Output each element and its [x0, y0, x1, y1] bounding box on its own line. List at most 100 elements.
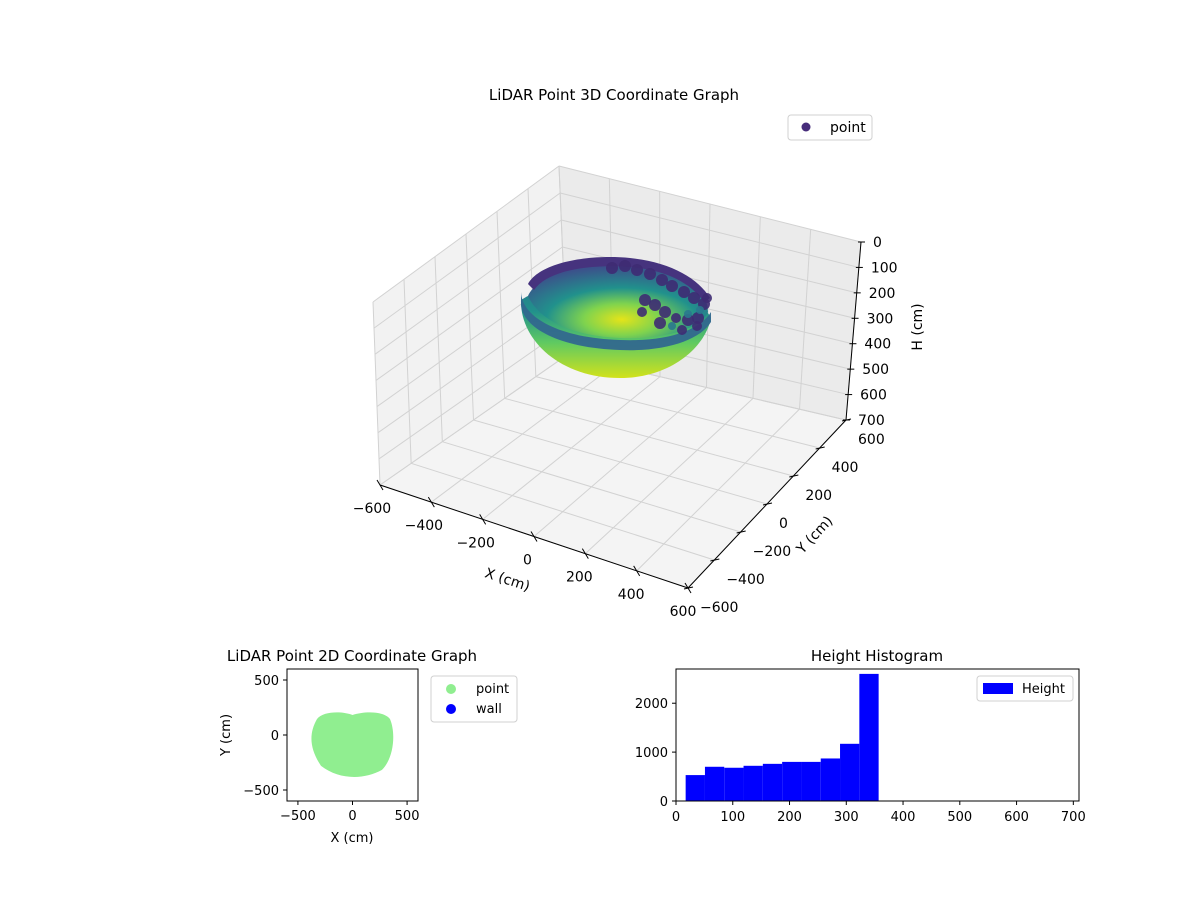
y-tick-label: −600	[700, 600, 738, 616]
z-axis-line	[845, 241, 862, 421]
grid-line	[403, 279, 412, 464]
x-tick	[530, 531, 538, 542]
y-tick	[762, 502, 773, 506]
histogram-bar	[724, 767, 744, 801]
point-marker	[619, 260, 631, 272]
z-tick-label: 200	[869, 286, 896, 302]
x-tick-label-histogram: 200	[777, 810, 802, 825]
grid-line	[535, 376, 820, 449]
histogram-bar	[762, 763, 783, 801]
z-tick-label: 600	[860, 388, 887, 404]
point-marker	[696, 306, 704, 314]
x-tick-label: −400	[405, 518, 443, 534]
y-tick	[815, 446, 825, 450]
x-tick-label-histogram: 600	[1004, 810, 1029, 825]
y-tick-label: −200	[753, 544, 791, 560]
y-tick-label-histogram: 0	[660, 795, 668, 810]
legend-3d-label: point	[830, 120, 866, 136]
legend-3d-marker	[801, 122, 811, 132]
x-tick	[581, 548, 589, 559]
x-axis-label: X (cm)	[483, 565, 532, 595]
y-tick	[736, 530, 746, 534]
z-axis-label: H (cm)	[910, 303, 926, 350]
point-marker	[684, 310, 692, 318]
histogram-bar	[820, 758, 841, 801]
point-marker	[682, 314, 694, 326]
x-tick-label-2d: 0	[348, 809, 356, 824]
point-marker	[639, 294, 651, 306]
point-marker	[671, 313, 681, 323]
x-tick-label: −200	[456, 535, 494, 551]
x-axis-label-2d: X (cm)	[331, 831, 374, 846]
point-marker	[654, 317, 666, 329]
histogram-bar	[840, 743, 860, 801]
y-tick-label: 400	[832, 460, 859, 476]
x-tick-label-histogram: 400	[891, 810, 916, 825]
point-marker	[702, 293, 712, 303]
x-tick-label: 600	[670, 604, 697, 620]
legend-3d: point	[787, 114, 873, 141]
y-axis-label: Y (cm)	[793, 513, 836, 558]
grid-line	[558, 165, 862, 243]
x-tick	[633, 565, 641, 577]
grid-line	[561, 219, 857, 294]
ticks-histogram: 0 100 200 300 400 500 600 700 0 1000 2000	[635, 697, 1086, 825]
x-ticks: −600 −400 −200 0 200 400 600	[353, 479, 697, 620]
x-tick-label: 400	[618, 587, 645, 603]
legend-2d-marker-point	[446, 684, 456, 694]
grid-line	[372, 301, 381, 486]
x-tick-label-histogram: 0	[672, 810, 680, 825]
point-region	[311, 712, 394, 777]
point-marker	[644, 268, 656, 280]
point-marker	[649, 299, 661, 311]
chart-3d-title: LiDAR Point 3D Coordinate Graph	[489, 86, 739, 104]
histogram-bar	[743, 765, 763, 801]
histogram-frame	[675, 668, 1080, 802]
chart-2d-title: LiDAR Point 2D Coordinate Graph	[227, 647, 477, 665]
grid-line	[560, 192, 859, 268]
grid-line	[374, 219, 562, 355]
legend-histogram: Height	[976, 675, 1074, 702]
histogram-bar	[704, 766, 725, 801]
grid-line	[799, 229, 812, 410]
x-tick-label: −600	[353, 501, 391, 517]
point-marker	[692, 321, 702, 331]
z-ticks: 0 100 200 300 400 500 600 700	[843, 235, 898, 429]
histogram-bar	[801, 761, 821, 801]
histogram-title: Height Histogram	[811, 647, 943, 665]
y-tick-label-histogram: 2000	[635, 697, 668, 712]
legend-2d-marker-wall	[446, 704, 456, 714]
histogram-bar	[859, 673, 879, 801]
y-tick-label-2d: −500	[243, 784, 279, 799]
legend-histogram-label: Height	[1022, 682, 1065, 697]
grid-line	[372, 165, 560, 303]
x-tick-label-2d: −500	[280, 809, 316, 824]
z-tick-label: 400	[864, 337, 891, 353]
x-tick-label-2d: 500	[395, 809, 420, 824]
point-marker	[656, 274, 668, 286]
x-tick-label: 0	[523, 553, 532, 569]
point-marker	[688, 292, 700, 304]
point-marker	[659, 306, 671, 318]
chart-3d: LiDAR Point 3D Coordinate Graph −600 −400…	[353, 86, 926, 620]
histogram-bars	[685, 673, 879, 801]
point-marker	[606, 262, 618, 274]
grid-line	[752, 216, 761, 399]
grid-line	[379, 354, 568, 486]
point-marker	[666, 280, 678, 292]
point-marker	[678, 286, 690, 298]
z-tick-label: 700	[858, 413, 885, 429]
z-tick-label: 300	[867, 311, 894, 327]
x-tick-label-histogram: 300	[834, 810, 859, 825]
ticks-2d: −500 0 500 −500 0 500	[243, 674, 419, 824]
y-tick	[710, 558, 720, 562]
x-tick-label: 200	[566, 570, 593, 586]
legend-2d: point wall	[430, 675, 518, 723]
grid-line	[434, 256, 443, 442]
legend-histogram-frame	[976, 675, 1074, 702]
x-tick	[479, 514, 487, 525]
bowl-rim-back	[528, 257, 710, 302]
chart-2d: LiDAR Point 2D Coordinate Graph −500 0 500…	[219, 647, 518, 846]
pane-floor	[380, 355, 846, 588]
